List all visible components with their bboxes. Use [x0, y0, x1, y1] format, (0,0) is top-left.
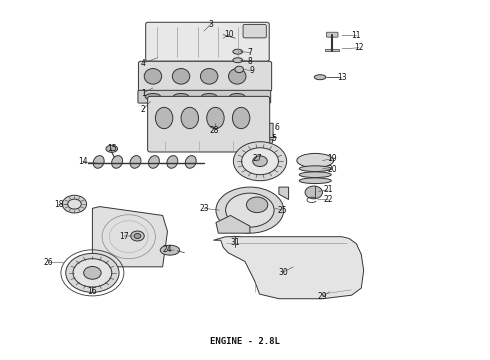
- Ellipse shape: [144, 68, 162, 84]
- Ellipse shape: [299, 166, 331, 171]
- Ellipse shape: [299, 172, 331, 177]
- FancyBboxPatch shape: [147, 96, 270, 152]
- Polygon shape: [216, 215, 250, 233]
- Text: 13: 13: [337, 73, 347, 82]
- Text: 20: 20: [327, 165, 337, 174]
- Text: 31: 31: [230, 238, 240, 247]
- Ellipse shape: [233, 58, 243, 63]
- Text: 24: 24: [163, 245, 172, 254]
- Text: 23: 23: [199, 204, 209, 213]
- Ellipse shape: [246, 197, 268, 213]
- Text: 1: 1: [141, 89, 146, 98]
- Text: 22: 22: [323, 195, 333, 204]
- Text: 27: 27: [252, 154, 262, 163]
- Ellipse shape: [62, 195, 87, 213]
- Ellipse shape: [233, 49, 243, 54]
- Text: 8: 8: [247, 57, 252, 66]
- Ellipse shape: [93, 156, 104, 168]
- Ellipse shape: [185, 156, 196, 168]
- Ellipse shape: [131, 231, 144, 241]
- FancyBboxPatch shape: [138, 61, 271, 91]
- Ellipse shape: [201, 94, 217, 100]
- Text: 15: 15: [107, 144, 117, 153]
- Ellipse shape: [305, 186, 322, 199]
- Text: 29: 29: [318, 292, 327, 301]
- Text: 21: 21: [323, 185, 333, 194]
- Ellipse shape: [229, 94, 245, 100]
- Text: 7: 7: [247, 48, 252, 57]
- Ellipse shape: [167, 156, 178, 168]
- Ellipse shape: [235, 66, 244, 73]
- Text: 25: 25: [278, 206, 288, 215]
- Ellipse shape: [173, 94, 189, 100]
- Text: 4: 4: [141, 59, 146, 68]
- FancyBboxPatch shape: [138, 90, 270, 103]
- Polygon shape: [279, 187, 289, 199]
- FancyBboxPatch shape: [146, 22, 269, 61]
- Ellipse shape: [216, 187, 284, 233]
- Text: 2: 2: [141, 105, 146, 114]
- Text: 10: 10: [224, 30, 234, 39]
- Text: 17: 17: [119, 231, 129, 240]
- Ellipse shape: [145, 94, 161, 100]
- Ellipse shape: [66, 253, 119, 292]
- Polygon shape: [265, 123, 276, 138]
- Ellipse shape: [224, 237, 246, 248]
- Polygon shape: [93, 207, 168, 267]
- Ellipse shape: [228, 68, 246, 84]
- Text: 12: 12: [354, 43, 364, 52]
- Text: 18: 18: [54, 200, 63, 209]
- Ellipse shape: [155, 107, 173, 129]
- Ellipse shape: [134, 234, 141, 238]
- Ellipse shape: [207, 107, 224, 129]
- Ellipse shape: [242, 148, 278, 175]
- Text: 9: 9: [250, 66, 255, 75]
- Ellipse shape: [232, 107, 250, 129]
- FancyBboxPatch shape: [243, 24, 267, 38]
- Ellipse shape: [297, 153, 334, 168]
- Ellipse shape: [160, 245, 180, 255]
- Polygon shape: [214, 237, 364, 299]
- Ellipse shape: [314, 75, 326, 80]
- Ellipse shape: [112, 156, 122, 168]
- Text: ENGINE - 2.8L: ENGINE - 2.8L: [210, 337, 280, 346]
- Ellipse shape: [130, 156, 141, 168]
- Bar: [325, 49, 340, 51]
- Text: 5: 5: [271, 134, 276, 143]
- Ellipse shape: [200, 68, 218, 84]
- Ellipse shape: [299, 178, 331, 184]
- Ellipse shape: [148, 156, 159, 168]
- Ellipse shape: [253, 156, 267, 167]
- Text: 6: 6: [274, 123, 279, 132]
- Ellipse shape: [172, 68, 190, 84]
- Text: 16: 16: [88, 287, 97, 296]
- Ellipse shape: [84, 266, 101, 279]
- Ellipse shape: [181, 107, 198, 129]
- Polygon shape: [262, 139, 273, 145]
- Ellipse shape: [73, 259, 112, 287]
- Text: 28: 28: [209, 126, 219, 135]
- Text: 14: 14: [78, 157, 88, 166]
- FancyBboxPatch shape: [326, 32, 338, 37]
- Ellipse shape: [225, 193, 274, 227]
- Text: 11: 11: [352, 31, 361, 40]
- Ellipse shape: [233, 142, 287, 181]
- Ellipse shape: [68, 199, 81, 209]
- Text: 3: 3: [209, 19, 214, 28]
- Text: 26: 26: [44, 258, 53, 267]
- Text: 19: 19: [327, 154, 337, 163]
- Text: 30: 30: [278, 267, 288, 276]
- Ellipse shape: [106, 145, 118, 152]
